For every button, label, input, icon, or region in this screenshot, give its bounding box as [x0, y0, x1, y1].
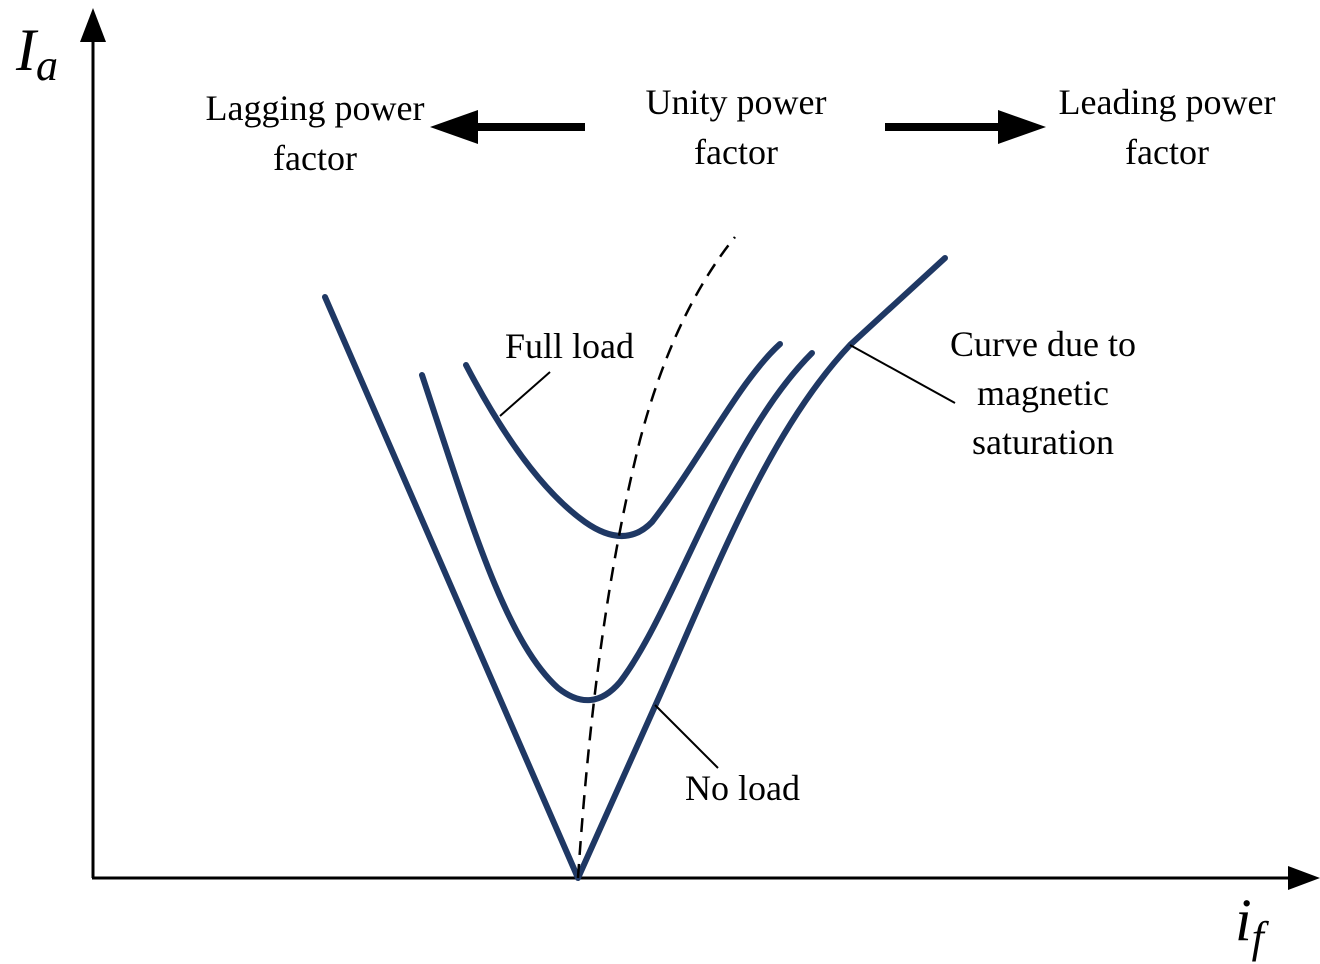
lagging-label: Lagging power factor [206, 88, 425, 178]
leading-label: Leading power factor [1059, 82, 1276, 172]
x-axis-label: if [1235, 887, 1270, 962]
left-arrowhead [430, 110, 478, 144]
unity-pf-curve [576, 236, 736, 879]
mid-load-curve [419, 350, 815, 704]
no-load-curve [322, 255, 948, 881]
full-load-label: Full load [505, 326, 634, 366]
no-load-leader [654, 704, 719, 769]
saturation-label: Curve due to magnetic saturation [950, 324, 1136, 462]
right-arrowhead [998, 110, 1046, 144]
full-load-curve [463, 341, 783, 539]
full-load-leader [499, 371, 551, 417]
y-arrowhead [80, 8, 106, 42]
y-axis-label: Ia [15, 17, 58, 90]
no-load-label: No load [685, 768, 800, 808]
saturation-leader [849, 344, 956, 404]
unity-label: Unity power factor [646, 82, 827, 172]
x-arrowhead [1288, 866, 1320, 890]
